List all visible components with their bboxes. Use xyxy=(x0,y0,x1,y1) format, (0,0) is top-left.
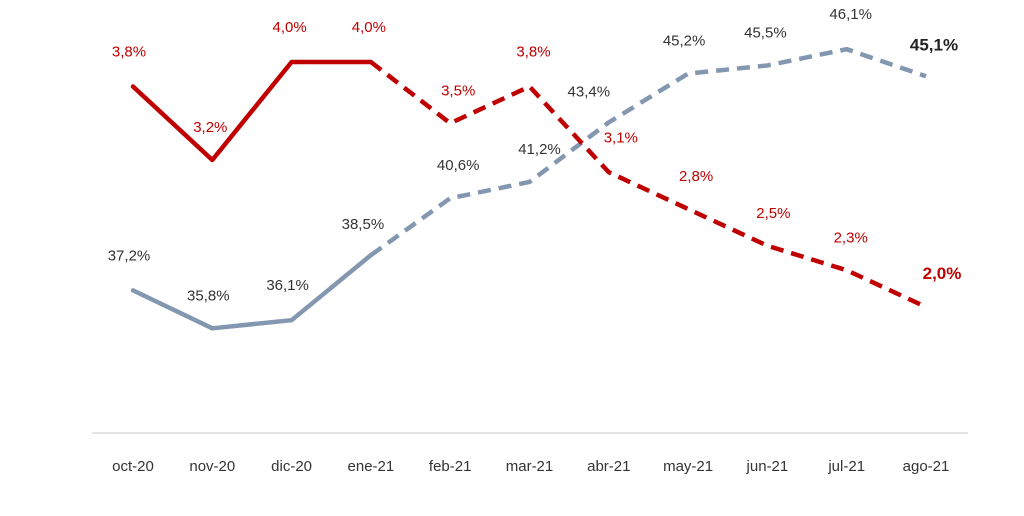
series-0-data-label: 36,1% xyxy=(266,277,309,294)
series-1-data-label: 3,8% xyxy=(112,44,146,61)
series-0-line-dashed xyxy=(369,46,927,257)
x-tick-label: mar-21 xyxy=(506,458,554,475)
series-1-line-solid xyxy=(130,59,374,163)
series-0-data-label: 45,1% xyxy=(910,35,958,54)
x-tick-label: feb-21 xyxy=(429,458,472,475)
series-0-data-label: 37,2% xyxy=(108,247,151,264)
series-1-data-label: 2,5% xyxy=(756,205,790,222)
series-0-data-label: 40,6% xyxy=(437,157,480,174)
series-0-data-label: 35,8% xyxy=(187,287,230,304)
series-0-data-label: 43,4% xyxy=(568,83,611,100)
series-0-line-solid xyxy=(130,252,374,331)
series-1-data-label: 2,3% xyxy=(834,229,868,246)
series-1-data-label: 4,0% xyxy=(272,19,306,36)
series-1-data-label: 3,1% xyxy=(604,129,638,146)
data-labels: 37,2% 35,8% 36,1% 38,5% 40,6% 41,2% 43,4% 45,2%… xyxy=(108,6,962,304)
series-0-data-label: 46,1% xyxy=(829,6,872,23)
series-0-data-label: 45,2% xyxy=(663,33,706,50)
x-tick-label: dic-20 xyxy=(271,458,312,475)
x-tick-label: abr-21 xyxy=(587,458,630,475)
series-0-data-label: 38,5% xyxy=(342,216,385,233)
x-tick-label: jul-21 xyxy=(827,458,865,475)
series-1-data-label: 3,8% xyxy=(516,44,550,61)
x-axis: oct-20 nov-20 dic-20 ene-21 feb-21 mar-21 abr-… xyxy=(92,432,968,475)
x-tick-label: may-21 xyxy=(663,458,713,475)
x-tick-label: oct-20 xyxy=(112,458,154,475)
x-tick-label: nov-20 xyxy=(189,458,235,475)
x-tick-label: ago-21 xyxy=(903,458,950,475)
x-tick-label: jun-21 xyxy=(746,458,789,475)
series-1-data-label: 4,0% xyxy=(352,19,386,36)
series-lines xyxy=(130,46,927,331)
series-1-data-label: 2,0% xyxy=(923,264,962,283)
series-1-data-label: 3,5% xyxy=(441,82,475,99)
series-1-data-label: 3,2% xyxy=(193,119,227,136)
series-1-line-dashed xyxy=(369,60,927,310)
series-1-data-label: 2,8% xyxy=(679,168,713,185)
series-0-data-label: 41,2% xyxy=(518,141,561,158)
x-tick-label: ene-21 xyxy=(348,458,395,475)
series-0-data-label: 45,5% xyxy=(744,24,787,41)
